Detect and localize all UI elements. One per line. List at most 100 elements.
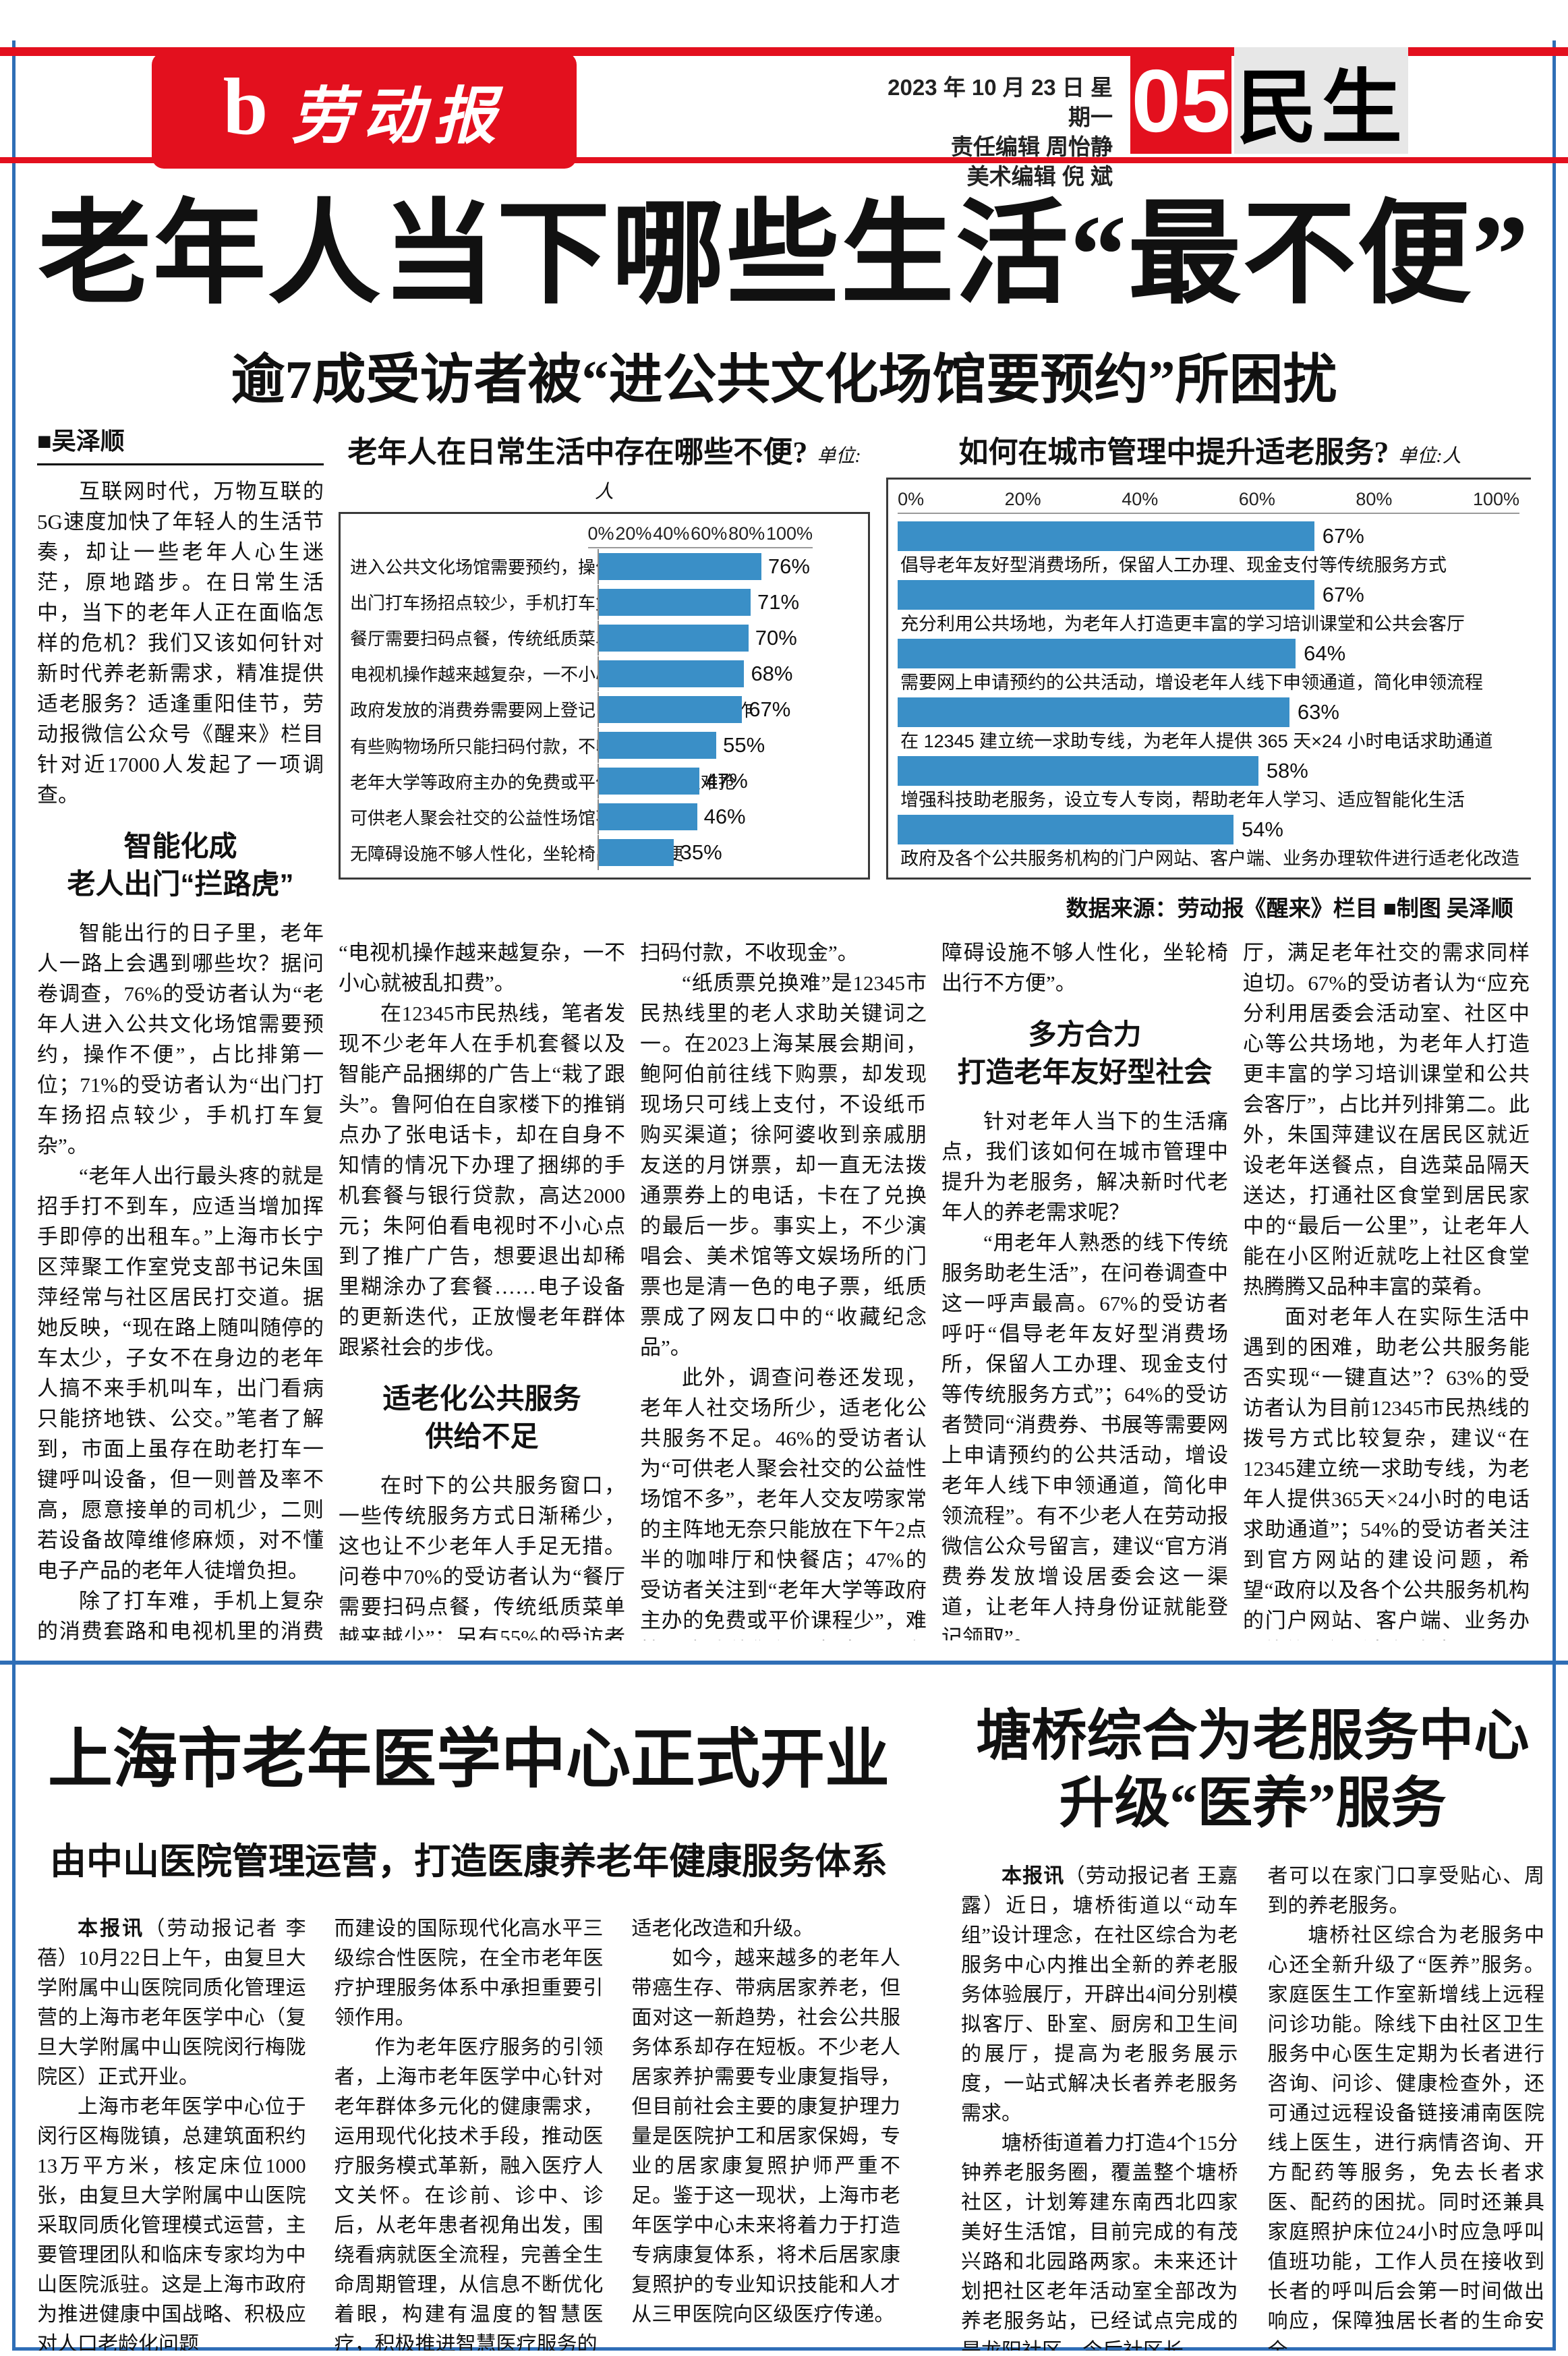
chart-city-services: 如何在城市管理中提升适老服务? 单位:人 0% 20% 40% 60% 80% 100% 6… [886,426,1531,880]
article-paragraph: “用老年人熟悉的线下传统服务助老生活”，在问卷调查中这一呼声最高。67%的受访者… [941,1231,1228,1640]
bar [598,695,743,723]
bar-track: 47% [597,764,813,799]
bottom-left-headline: 上海市老年医学中心正式开业 [48,1723,890,1795]
bar [898,639,1296,668]
chart-bar-group: 64% 需要网上申请预约的公共活动，增设老年人线下申领通道，简化申领流程 [898,638,1519,695]
chart-right-unit: 单位:人 [1398,446,1461,467]
article-paragraph: 者可以在家门口享受贴心、周到的养老服务。 [1267,1865,1545,1917]
masthead-b-icon: b [223,61,268,151]
bar-category-label: 进入公共文化场馆需要预约，操作不便 [350,557,649,578]
bar-value-label: 46% [703,805,746,829]
article-paragraph: 而建设的国际现代化高水平三级综合性医院，在全市老年医疗护理服务体系中承担重要引领… [334,1918,604,2029]
bar-category-label: 增强科技助老服务，设立专人专岗，帮助老年人学习、适应智能化生活 [900,790,1465,810]
chart-bar-row: 出门打车扬招点较少，手机打车复杂 71% [350,584,856,620]
chart-bar-group: 63% 在 12345 建立统一求助专线，为老年人提供 365 天×24 小时电话… [898,697,1519,753]
axis-tick: 40% [1122,489,1159,509]
text-column-3: 障碍设施不够人性化，坐轮椅出行不方便”。多方合力 打造老年友好型社会针对老年人当下… [941,938,1228,1640]
text-column-1: 本报讯（劳动报记者 李蓓）10月22日上午，由复旦大学附属中山医院同质化管理运营… [37,1914,306,2351]
masthead-title: 劳动报 [291,82,506,151]
chart-right-box: 0% 20% 40% 60% 80% 100% 67% 倡导老年友好型消费场所，保留人工办理… [886,478,1531,880]
bar-category-label: 在 12345 建立统一求助专线，为老年人提供 365 天×24 小时电话求助通… [900,731,1493,751]
article-paragraph: 上海市老年医学中心位于闵行区梅陇镇，总建筑面积约13万平方米，核定床位1000张… [37,2096,306,2351]
bar-value-label: 70% [755,625,797,650]
editor-line-2: 美术编辑 倪 斌 [966,164,1113,189]
article-paragraph: 在时下的公共服务窗口，一些传统服务方式日渐稀少，这也让不少老年人手足无措。问卷中… [339,1474,625,1640]
bar [598,768,699,795]
bar [898,756,1258,786]
article-paragraph: 障碍设施不够人性化，坐轮椅出行不方便”。 [941,941,1228,995]
axis-tick: 20% [1004,489,1041,509]
chart-bar-group: 67% 倡导老年友好型消费场所，保留人工办理、现金支付等传统服务方式 [898,521,1519,577]
bar [598,588,751,616]
chart-right-title: 如何在城市管理中提升适老服务? 单位:人 [958,436,1461,469]
chart-left-title: 老年人在日常生活中存在哪些不便? 单位:人 [347,436,861,502]
bar-value-label: 76% [767,554,810,578]
page-number: 05 [1130,47,1231,154]
bar [598,732,717,759]
article-paragraph: 在12345市民热线，笔者发现不少老年人在手机套餐以及智能产品捆绑的广告上“栽了… [339,1002,625,1359]
article-paragraph: 针对老年人当下的生活痛点，我们该如何在城市管理中提升为老服务，解决新时代老年人的… [941,1110,1228,1224]
sub-headline: 逾7成受访者被“进公共文化场馆要预约”所困扰 [231,351,1337,410]
bar-track: 46% [597,799,813,835]
article-right-zone: 老年人在日常生活中存在哪些不便? 单位:人 0% 20% 40% 60% 80% 100% … [339,426,1531,1640]
bar-category-label: 老年大学等政府主办的免费或平价课程少，很难抢 [350,772,736,793]
bar [598,803,697,831]
bottom-left-columns: 本报讯（劳动报记者 李蓓）10月22日上午，由复旦大学附属中山医院同质化管理运营… [37,1914,900,2351]
article-paragraph: 厅，满足老年社交的需求同样迫切。67%的受访者认为“应充分利用居委会活动室、社区… [1243,941,1530,1298]
bar-value-label: 68% [751,661,793,685]
article-paragraph: 本报讯（劳动报记者 李蓓）10月22日上午，由复旦大学附属中山医院同质化管理运营… [37,1918,306,2088]
text-column-4: 厅，满足老年社交的需求同样迫切。67%的受访者认为“应充分利用居委会活动室、社区… [1243,938,1530,1640]
article-paragraph: 除了打车难，手机上复杂的消费套路和电视机里的消费陷阱也让人“吃不消”。67%的受… [37,1589,324,1640]
bar-value-label: 47% [705,769,748,793]
article-paragraph: “电视机操作越来越复杂，一不小心就被乱扣费”。 [339,941,625,995]
axis-tick: 60% [691,523,728,544]
bar-category-label: 需要网上申请预约的公共活动，增设老年人线下申领通道，简化申领流程 [900,672,1484,693]
article-tangqiao-center: 塘桥综合为老服务中心 升级“医养”服务 本报讯（劳动报记者 王嘉露）近日，塘桥街… [961,1686,1544,2351]
bar-value-label: 35% [680,840,722,865]
bar-category-label: 无障碍设施不够人性化，坐轮椅出行不方便 [350,843,684,864]
article-paragraph: 适老化改造和升级。 [631,1918,814,1940]
bar-track: 55% [597,728,813,764]
chart-bar-row: 电视机操作越来越复杂，一不小心就被乱扣费 68% [350,656,856,691]
article-subhead: 多方合力 打造老年友好型社会 [957,1018,1213,1088]
bar-value-label: 67% [1322,524,1364,548]
chart-right-axis: 0% 20% 40% 60% 80% 100% [898,489,1520,514]
bar-value-label: 67% [1322,583,1364,606]
axis-tick: 60% [1238,489,1275,509]
chart-bar-row: 餐厅需要扫码点餐，传统纸质菜单越来越少 70% [350,620,856,656]
axis-tick: 80% [728,523,765,544]
text-column-3: 适老化改造和升级。 如今，越来越多的老年人带癌生存、带病居家养老，但面对这一新趋势… [631,1914,900,2351]
bar-value-label: 55% [723,733,765,757]
bar [898,580,1314,610]
bar-category-label: 出门打车扬招点较少，手机打车复杂 [350,593,631,614]
bar-track: 68% [597,656,813,691]
bar-category-label: 政府及各个公共服务机构的门户网站、客户端、业务办理软件进行适老化改造 [900,849,1520,869]
bar-value-label: 67% [749,697,791,721]
article-paragraph: “纸质票兑换难”是12345市民热线里的老人求助关键词之一。在2023上海某展会… [640,971,927,1359]
article-column-1: ■吴泽顺 互联网时代，万物互联的5G速度加快了年轻人的生活节奏，却让一些老年人心… [37,426,324,1640]
header-meta: 2023 年 10 月 23 日 星期一 责任编辑 周怡静 美术编辑 倪 斌 [870,73,1113,192]
masthead-logo: b 劳动报 [152,53,577,169]
chart-left-box: 0% 20% 40% 60% 80% 100% 进入公共文化场馆需要预约，操作不便 76% 出… [339,512,871,880]
article-geriatric-center: 上海市老年医学中心正式开业 由中山医院管理运营，打造医康养老年健康服务体系 本报… [37,1686,900,2351]
bar [898,697,1289,727]
chart-source-credit: 数据来源：劳动报《醒来》栏目 ■制图 吴泽顺 [1066,897,1514,921]
bar-category-label: 餐厅需要扫码点餐，传统纸质菜单越来越少 [350,629,684,650]
bar-category-label: 电视机操作越来越复杂，一不小心就被乱扣费 [350,664,701,685]
axis-tick: 100% [765,523,813,544]
text-column-2: 而建设的国际现代化高水平三级综合性医院，在全市老年医疗护理服务体系中承担重要引领… [335,1914,604,2351]
axis-tick: 0% [898,489,925,509]
bar-track: 67% [597,691,813,727]
chart-bar-row: 有些购物场所只能扫码付款，不收现金 55% [350,728,856,764]
chart-bar-row: 老年大学等政府主办的免费或平价课程少，很难抢 47% [350,764,856,799]
article-paragraph: 作为老年医疗服务的引领者，上海市老年医学中心针对老年群体多元化的健康需求，运用现… [334,2036,604,2351]
bottom-left-subhead: 由中山医院管理运营，打造医康养老年健康服务体系 [50,1841,888,1882]
charts-row: 老年人在日常生活中存在哪些不便? 单位:人 0% 20% 40% 60% 80% 100% … [339,426,1531,880]
article-paragraph: 互联网时代，万物互联的5G速度加快了年轻人的生活节奏，却让一些老年人心生迷茫，原… [37,480,324,807]
axis-tick: 20% [615,523,652,544]
section-name: 民生 [1234,47,1408,154]
chart-bar-row: 无障碍设施不够人性化，坐轮椅出行不方便 35% [350,835,856,871]
bar-value-label: 64% [1304,641,1346,665]
article-paragraph: “老年人出行最头疼的就是招手打不到车，应适当增加挥手即停的出租车。”上海市长宁区… [37,1164,324,1582]
article-subhead: 智能化成 老人出门“拦路虎” [67,830,294,900]
